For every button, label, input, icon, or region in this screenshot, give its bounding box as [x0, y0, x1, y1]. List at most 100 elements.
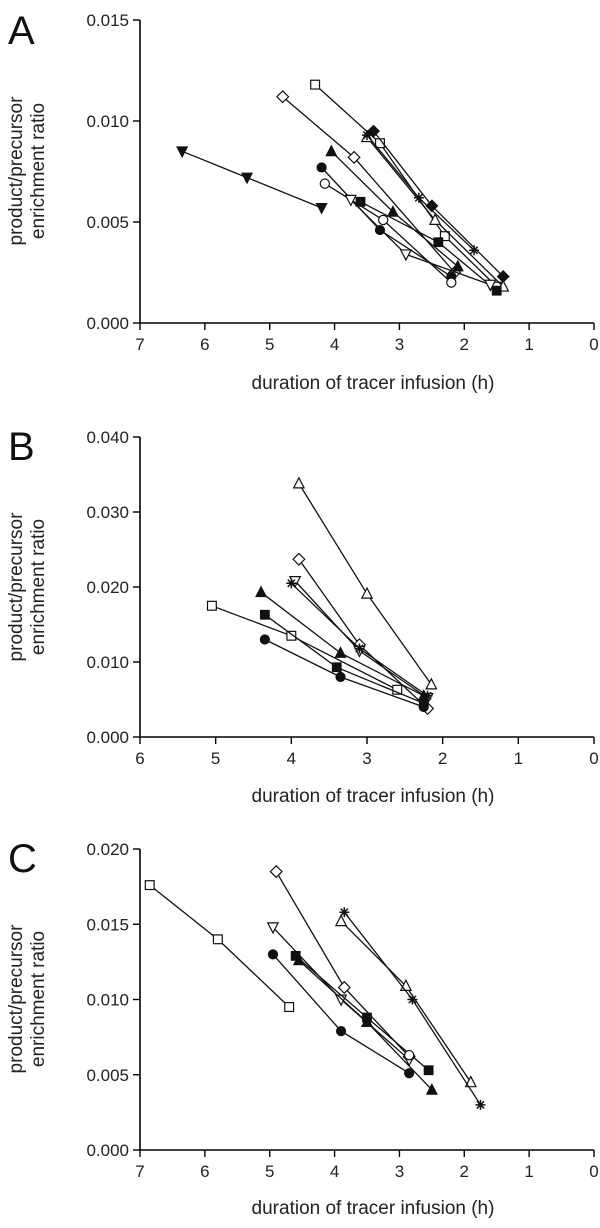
point-square-filled: [355, 196, 366, 207]
y-tick-label: 0.030: [86, 503, 129, 522]
y-tick-label: 0.015: [86, 915, 129, 934]
point-triangle-up-filled: [360, 1015, 374, 1027]
series-circle-filled: [267, 949, 415, 1079]
x-tick-label: 7: [135, 1162, 144, 1181]
point-star: [413, 192, 424, 203]
x-tick-label: 4: [287, 749, 296, 768]
series-diamond-filled: [366, 124, 510, 284]
point-square-open: [212, 934, 223, 945]
series-square-filled: [259, 609, 429, 709]
point-circle-open: [378, 214, 389, 226]
series-line: [298, 558, 428, 709]
series-triangle-down-open: [266, 922, 416, 1067]
point-square-filled: [259, 609, 270, 620]
point-diamond-filled: [425, 199, 439, 213]
series-triangle-up-filled: [292, 953, 438, 1095]
panel-A: A 0.000 0.005 0.010 0.015 7 6 5 4 3 2 1 0 duration o…: [6, 9, 599, 394]
series-square-filled: [355, 196, 502, 296]
point-star: [475, 1099, 486, 1110]
point-star: [407, 994, 418, 1005]
point-star: [469, 245, 480, 256]
point-square-filled: [491, 285, 502, 296]
x-tick-label: 6: [200, 335, 209, 354]
point-triangle-up-filled: [425, 1083, 438, 1095]
point-triangle-down-open: [399, 249, 413, 262]
point-triangle-up-filled: [292, 953, 305, 966]
point-triangle-up-filled: [451, 259, 464, 272]
point-triangle-up-filled: [255, 585, 268, 598]
y-tick-label: 0.020: [86, 840, 129, 859]
series-triangle-up-open: [292, 476, 438, 690]
y-tick-label: 0.010: [86, 653, 129, 672]
point-diamond-open: [337, 980, 351, 995]
y-tick-label: 0.000: [86, 314, 129, 333]
point-star: [422, 690, 433, 701]
point-triangle-up-filled: [386, 205, 399, 217]
x-tick-label: 2: [438, 749, 447, 768]
x-tick-label: 0: [589, 335, 598, 354]
series-line: [360, 201, 498, 292]
x-axis-title: duration of tracer infusion (h): [252, 786, 495, 807]
point-star: [354, 643, 365, 654]
point-triangle-down-filled: [240, 172, 254, 185]
x-tick-label: 5: [211, 749, 220, 768]
point-diamond-open: [276, 90, 290, 104]
point-square-open: [144, 880, 155, 891]
panel-C-letter: C: [8, 837, 37, 881]
point-circle-filled: [335, 1026, 347, 1037]
point-triangle-up-open: [360, 586, 374, 599]
point-circle-filled: [374, 224, 386, 236]
point-square-open: [284, 1002, 295, 1013]
y-tick-label: 0.010: [86, 991, 129, 1010]
point-square-open: [286, 630, 297, 641]
point-circle-filled: [316, 162, 327, 173]
y-axis-title: product/precursorenrichment ratio: [6, 924, 49, 1074]
point-triangle-down-open: [334, 994, 348, 1007]
point-triangle-up-filled: [325, 144, 338, 157]
x-tick-label: 1: [524, 335, 533, 354]
x-tick-label: 7: [135, 335, 144, 354]
point-triangle-down-open: [266, 922, 280, 935]
x-tick-label: 0: [589, 749, 598, 768]
series-circle-open: [319, 178, 457, 288]
x-tick-label: 6: [200, 1162, 209, 1181]
point-diamond-open: [292, 552, 306, 566]
x-tick-label: 1: [514, 749, 523, 768]
series-line: [211, 605, 398, 691]
y-tick-label: 0.000: [86, 728, 129, 747]
point-triangle-up-open: [334, 914, 348, 927]
series-circle-filled: [259, 634, 429, 713]
point-triangle-down-open: [484, 279, 497, 292]
x-tick-label: 3: [395, 335, 404, 354]
y-tick-label: 0.005: [86, 1066, 129, 1085]
point-triangle-down-filled: [315, 202, 328, 215]
point-square-open: [392, 684, 403, 695]
point-circle-filled: [335, 671, 346, 683]
point-diamond-open: [347, 150, 361, 165]
point-star: [286, 578, 297, 589]
x-tick-label: 4: [330, 335, 339, 354]
x-tick-label: 2: [460, 1162, 469, 1181]
panel-C: C 0.000 0.005 0.010 0.015 0.020 7 6 5 4 3 2 1 0 durat…: [6, 837, 599, 1219]
y-tick-label: 0.020: [86, 578, 129, 597]
y-tick-label: 0.005: [86, 213, 129, 232]
series-star: [362, 130, 480, 256]
y-tick-label: 0.010: [86, 112, 129, 131]
x-axis-title: duration of tracer infusion (h): [252, 1198, 495, 1219]
y-tick-label: 0.040: [86, 428, 129, 447]
panel-B: B 0.000 0.010 0.020 0.030 0.040 6 5 4 3 2 1 0 durati…: [6, 425, 599, 807]
series-line: [272, 926, 410, 1061]
point-square-filled: [331, 662, 342, 673]
series-triangle-up-filled: [325, 144, 464, 272]
point-square-filled: [433, 237, 444, 248]
panel-A-letter: A: [8, 9, 35, 53]
point-circle-filled: [267, 949, 279, 960]
series-star: [339, 907, 486, 1110]
series-line: [264, 638, 425, 708]
y-axis-title: product/precursorenrichment ratio: [6, 512, 49, 662]
point-square-open: [206, 600, 217, 611]
y-axis-title: product/precursorenrichment ratio: [6, 96, 49, 246]
point-circle-filled: [404, 1068, 415, 1079]
point-triangle-up-filled: [334, 646, 347, 658]
x-axis-title: duration of tracer infusion (h): [252, 373, 495, 394]
